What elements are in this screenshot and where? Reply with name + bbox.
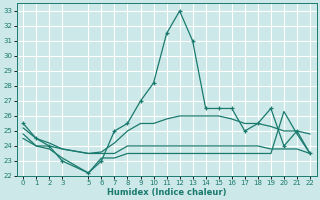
X-axis label: Humidex (Indice chaleur): Humidex (Indice chaleur) — [107, 188, 226, 197]
